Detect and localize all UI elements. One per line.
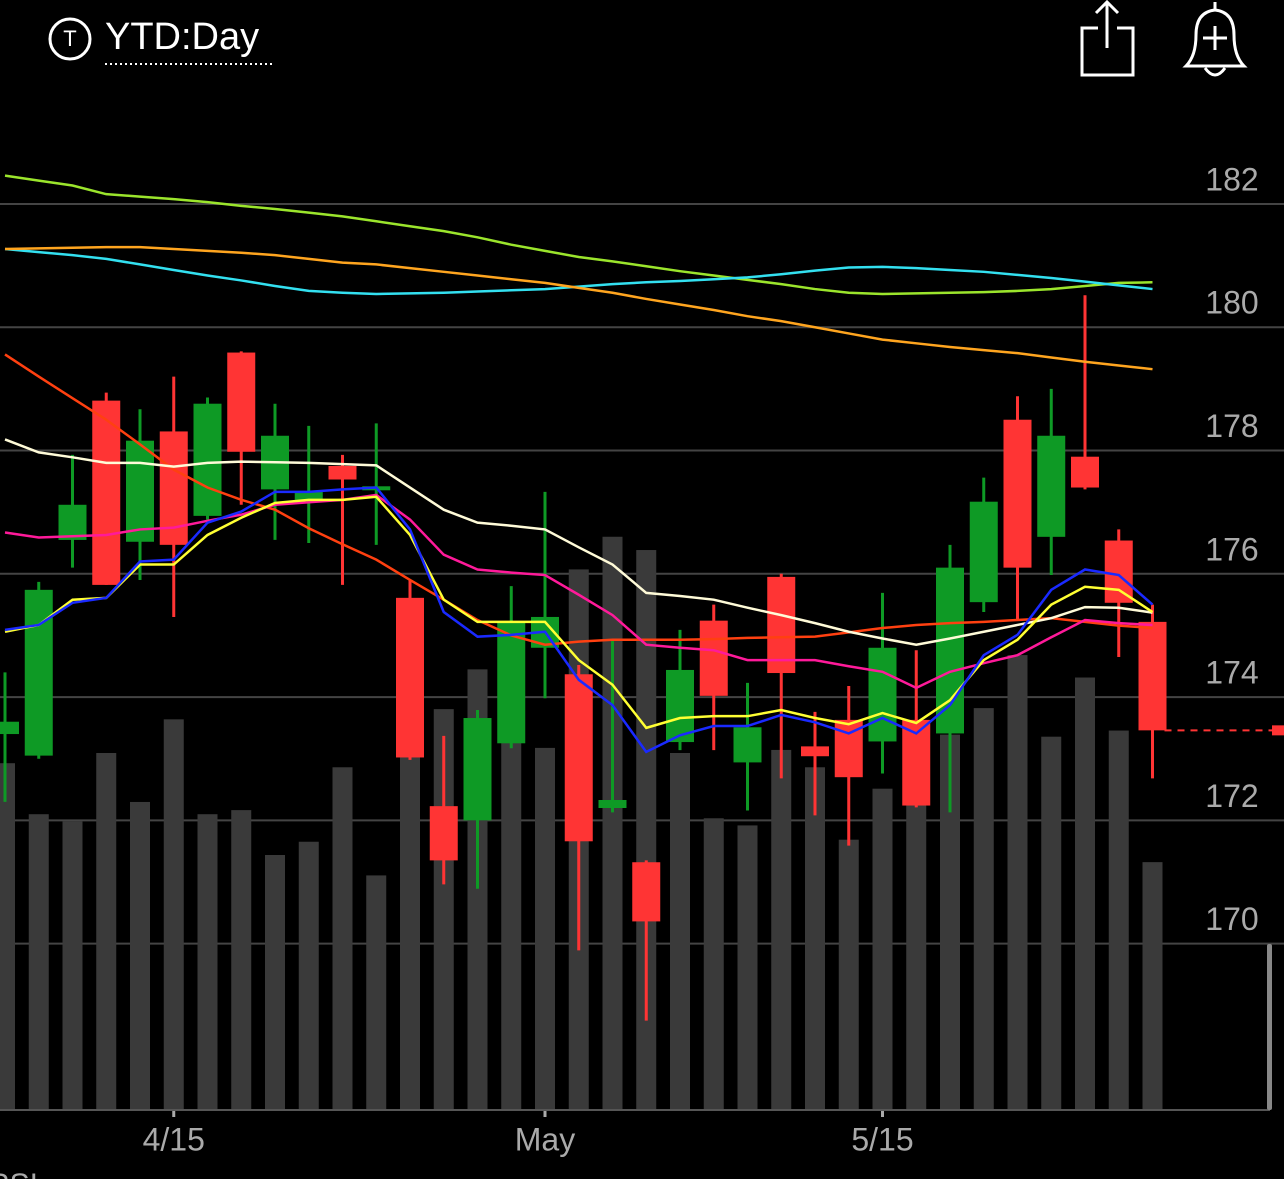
candle-body: [1037, 435, 1066, 537]
volume-bar: [940, 734, 960, 1110]
volume-bar: [1007, 655, 1028, 1110]
candle-body: [767, 576, 796, 674]
candle-body: [801, 746, 829, 757]
candle-body: [1003, 419, 1032, 568]
type-icon: [48, 17, 92, 61]
candle-body: [699, 620, 728, 696]
x-tick-label: 5/15: [851, 1121, 913, 1157]
candle-body: [429, 806, 458, 861]
candle-body: [193, 403, 222, 516]
volume-bar: [1075, 677, 1095, 1110]
moving-average-line: [4, 174, 1153, 296]
plot-area: 170 172 174 176 178 180 182 4/15 May 5/15: [0, 161, 1284, 1157]
volume-bar: [1108, 730, 1129, 1110]
share-box: [1080, 26, 1135, 77]
y-tick-label: 172: [1205, 778, 1258, 814]
volume-bar: [872, 788, 893, 1110]
candle-body: [0, 721, 19, 735]
candle-body: [24, 589, 53, 756]
scrollbar[interactable]: [1267, 944, 1272, 1110]
volume-bar: [973, 708, 994, 1110]
volume-bar: [703, 818, 724, 1110]
volume-bar: [163, 719, 184, 1110]
volume-bar: [298, 841, 319, 1110]
bell: [1182, 8, 1248, 68]
volume-bar: [670, 753, 690, 1110]
candle-body: [497, 621, 526, 744]
volume-bar: [1041, 736, 1062, 1110]
candle-body: [733, 727, 762, 763]
alert-button[interactable]: [1182, 2, 1248, 77]
candle-body: [1104, 540, 1133, 603]
bell-plus: [1203, 2, 1227, 77]
volume-bar: [771, 749, 792, 1110]
candle-body: [227, 352, 256, 452]
moving-average-line: [4, 493, 1153, 690]
moving-average-line: [4, 438, 1153, 646]
volume-bar: [535, 747, 555, 1110]
candle-body: [92, 400, 121, 585]
volume-bar: [332, 767, 353, 1110]
volume-bar: [96, 753, 117, 1110]
candle-body: [666, 669, 694, 743]
range-selector[interactable]: T YTD:Day: [48, 16, 274, 65]
moving-average-line: [4, 353, 1153, 646]
candle-body: [294, 491, 323, 500]
moving-average-line: [4, 486, 1154, 754]
candle-body: [564, 674, 593, 842]
candle-body: [868, 647, 897, 742]
candle-body: [632, 862, 661, 922]
volume-bar: [737, 825, 758, 1110]
volume-bar: [28, 814, 49, 1110]
volume-bar: [636, 550, 657, 1110]
volume-bar: [197, 814, 218, 1110]
moving-average-line: [4, 245, 1153, 371]
y-tick-label: 176: [1205, 531, 1258, 567]
range-label[interactable]: YTD:Day: [105, 16, 259, 58]
volume-bar: [366, 875, 387, 1110]
candle-body: [328, 465, 357, 480]
volume-bar: [62, 821, 83, 1110]
volume-bar: [838, 839, 859, 1110]
volume-bar: [265, 855, 285, 1110]
volume-bar: [400, 749, 420, 1110]
candle-body: [126, 440, 154, 542]
volume-bar: [0, 763, 15, 1110]
volume-bar: [501, 707, 522, 1110]
volume-bar: [805, 767, 825, 1110]
y-tick-label: 174: [1205, 655, 1258, 691]
volume-bar: [1142, 862, 1163, 1110]
candle-body: [598, 799, 627, 809]
y-tick-label: 182: [1205, 161, 1258, 197]
candle-body: [936, 567, 964, 734]
candle-body: [58, 504, 87, 540]
volume-bar: [130, 801, 150, 1110]
last-price-marker: [1272, 725, 1284, 736]
type-icon-letter: T: [63, 26, 76, 51]
y-tick-label: 178: [1205, 408, 1258, 444]
candle-body: [1071, 456, 1099, 488]
volume-bar: [231, 810, 252, 1110]
x-tick-label: 4/15: [143, 1121, 205, 1157]
candle-body: [396, 597, 424, 758]
volume-bar: [906, 798, 927, 1110]
share-button[interactable]: [1080, 0, 1135, 77]
candle-body: [463, 718, 492, 821]
share-arrow: [1094, 0, 1120, 48]
y-tick-label: 170: [1205, 901, 1258, 937]
candle-body: [1138, 621, 1167, 731]
x-tick-label: May: [515, 1121, 575, 1157]
indicator-label: RSI: [0, 1168, 38, 1179]
y-tick-label: 180: [1205, 285, 1258, 321]
candle-body: [969, 501, 998, 603]
